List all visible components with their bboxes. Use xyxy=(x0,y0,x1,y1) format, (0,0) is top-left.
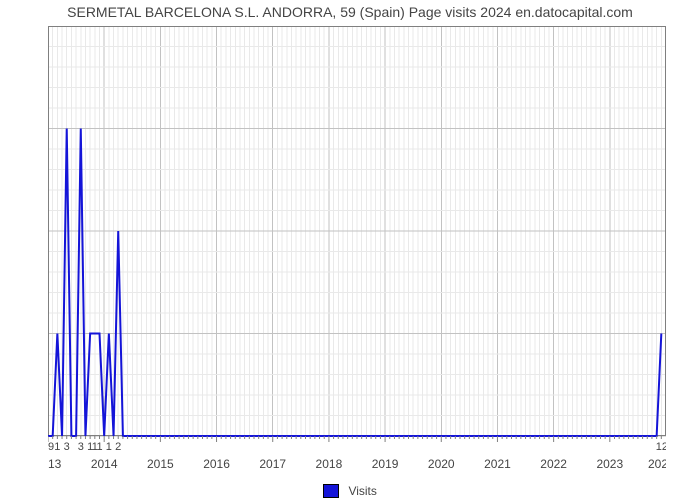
svg-text:3: 3 xyxy=(78,441,84,453)
svg-text:2022: 2022 xyxy=(540,457,567,470)
svg-text:202: 202 xyxy=(648,457,666,470)
legend-swatch xyxy=(323,484,339,498)
svg-text:2018: 2018 xyxy=(316,457,343,470)
legend-label: Visits xyxy=(348,484,376,498)
svg-text:1: 1 xyxy=(106,441,112,453)
svg-text:12: 12 xyxy=(656,441,666,453)
svg-text:2015: 2015 xyxy=(147,457,174,470)
svg-text:1: 1 xyxy=(96,441,102,453)
legend: Visits xyxy=(0,483,700,498)
svg-text:9: 9 xyxy=(48,441,54,453)
svg-text:2017: 2017 xyxy=(259,457,286,470)
svg-text:3: 3 xyxy=(64,441,70,453)
chart-container: SERMETAL BARCELONA S.L. ANDORRA, 59 (Spa… xyxy=(0,0,700,500)
svg-text:2: 2 xyxy=(115,441,121,453)
svg-text:2016: 2016 xyxy=(203,457,230,470)
chart-title: SERMETAL BARCELONA S.L. ANDORRA, 59 (Spa… xyxy=(0,0,700,22)
chart-plot: 0123420132014201520162017201820192020202… xyxy=(48,26,666,436)
chart-svg: 0123420132014201520162017201820192020202… xyxy=(48,26,666,470)
svg-text:2013: 2013 xyxy=(48,457,62,470)
svg-text:2019: 2019 xyxy=(372,457,399,470)
svg-text:2014: 2014 xyxy=(91,457,118,470)
svg-text:1: 1 xyxy=(54,441,60,453)
svg-text:2020: 2020 xyxy=(428,457,455,470)
svg-text:2023: 2023 xyxy=(596,457,623,470)
svg-text:2021: 2021 xyxy=(484,457,511,470)
